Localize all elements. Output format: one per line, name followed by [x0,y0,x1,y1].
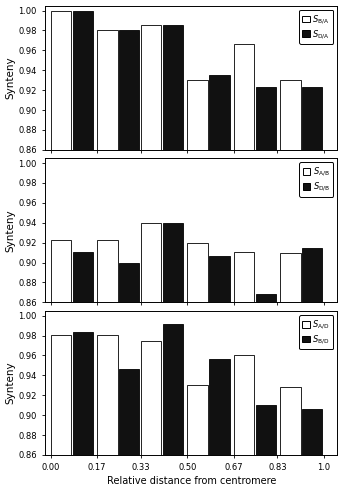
Bar [187,80,208,150]
Bar [209,75,229,150]
Bar [280,252,300,303]
Bar [163,26,183,150]
Bar [97,335,118,455]
Bar [73,332,93,455]
Bar [141,223,161,303]
Bar [280,80,300,150]
Bar [302,247,322,303]
Bar [73,251,93,303]
Bar [256,405,276,455]
Bar [119,263,140,303]
Bar [51,10,71,150]
Bar [119,31,140,150]
Bar [119,369,140,455]
Bar [163,223,183,303]
Bar [97,240,118,303]
Bar [280,387,300,455]
Bar [256,294,276,303]
Y-axis label: Synteny: Synteny [5,362,15,404]
Bar [234,251,254,303]
Y-axis label: Synteny: Synteny [5,57,15,99]
X-axis label: Relative distance from centromere: Relative distance from centromere [107,476,276,487]
Bar [141,26,161,150]
Bar [302,409,322,455]
Bar [234,44,254,150]
Bar [256,87,276,150]
Y-axis label: Synteny: Synteny [5,209,15,251]
Bar [234,355,254,455]
Bar [51,240,71,303]
Legend: $S_{\rm A/D}$, $S_{\rm B/D}$: $S_{\rm A/D}$, $S_{\rm B/D}$ [299,315,333,349]
Legend: $S_{\rm A/B}$, $S_{\rm D/B}$: $S_{\rm A/B}$, $S_{\rm D/B}$ [299,162,333,197]
Bar [209,256,229,303]
Bar [51,335,71,455]
Bar [187,385,208,455]
Bar [73,10,93,150]
Legend: $S_{\rm B/A}$, $S_{\rm D/A}$: $S_{\rm B/A}$, $S_{\rm D/A}$ [299,10,333,44]
Bar [302,87,322,150]
Bar [209,360,229,455]
Bar [97,31,118,150]
Bar [141,340,161,455]
Bar [187,243,208,303]
Bar [163,324,183,455]
